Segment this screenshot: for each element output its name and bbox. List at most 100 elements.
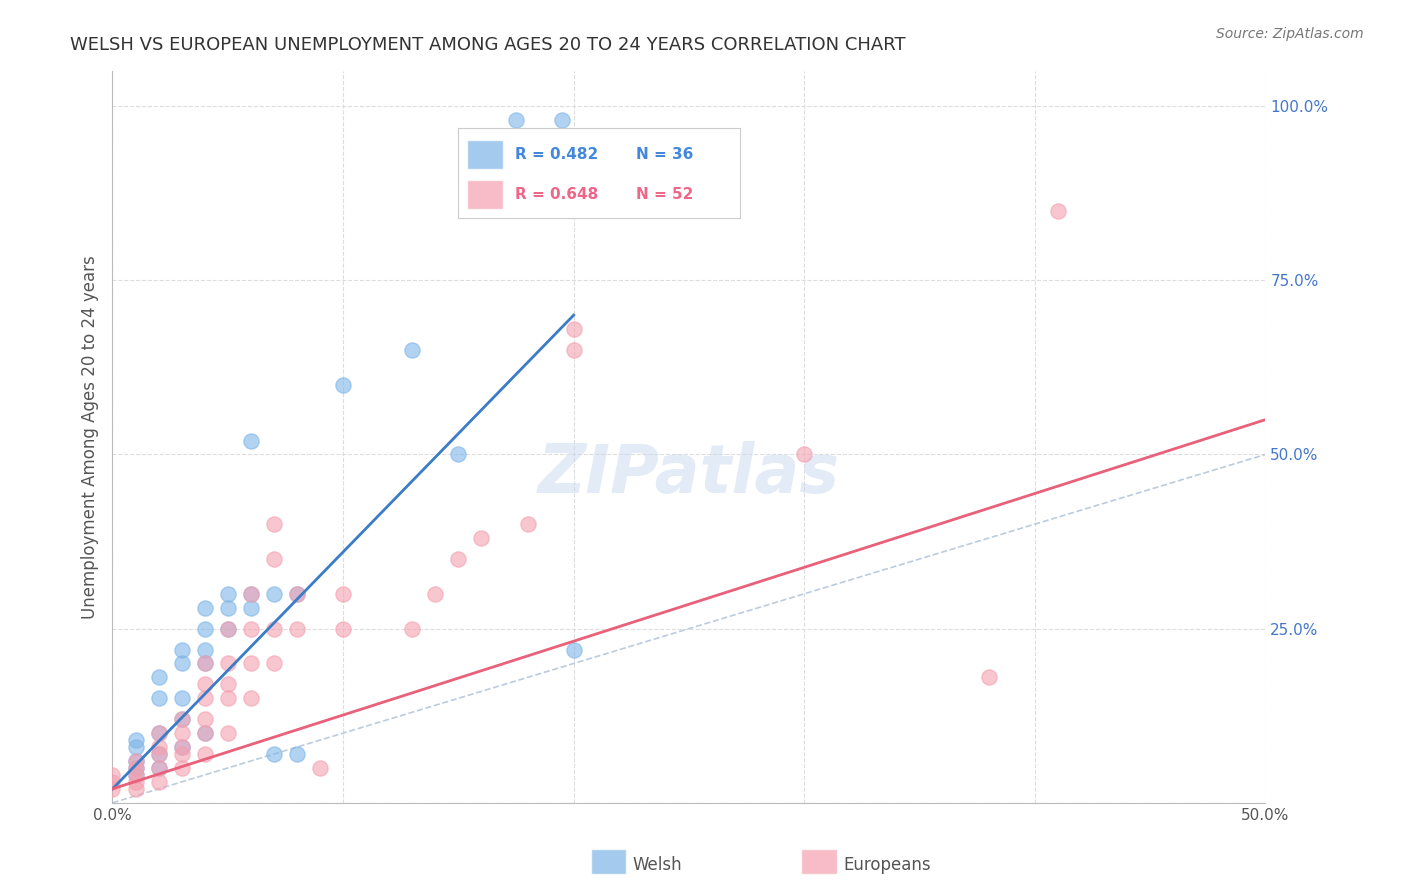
Point [194,712,217,726]
Point [148,761,170,775]
Point [425,587,447,601]
Point [194,726,217,740]
Point [217,726,239,740]
Point [285,747,308,761]
Point [170,642,193,657]
Point [170,691,193,706]
Point [239,622,262,636]
Text: Welsh: Welsh [633,856,682,874]
Point [148,775,170,789]
Point [562,322,585,336]
Point [170,740,193,755]
Point [977,670,1000,684]
Point [309,761,332,775]
Text: R = 0.482: R = 0.482 [515,147,598,161]
Point [170,712,193,726]
Point [148,747,170,761]
Text: R = 0.648: R = 0.648 [515,187,598,202]
Text: ZIPatlas: ZIPatlas [538,441,839,507]
Point [263,622,285,636]
Point [470,531,492,545]
Point [170,747,193,761]
Y-axis label: Unemployment Among Ages 20 to 24 years: Unemployment Among Ages 20 to 24 years [80,255,98,619]
Point [194,622,217,636]
Point [101,781,124,796]
Point [1046,203,1069,218]
Point [239,691,262,706]
Point [124,733,146,747]
Point [447,552,470,566]
Point [447,448,470,462]
Point [505,113,527,128]
Point [401,622,423,636]
Point [562,642,585,657]
Point [551,113,574,128]
Point [217,587,239,601]
Point [194,642,217,657]
Point [194,747,217,761]
Point [239,587,262,601]
FancyBboxPatch shape [467,140,503,169]
Text: Source: ZipAtlas.com: Source: ZipAtlas.com [1216,27,1364,41]
Point [263,747,285,761]
Point [239,587,262,601]
Point [263,552,285,566]
FancyBboxPatch shape [467,180,503,209]
Point [793,448,815,462]
Point [263,517,285,532]
Point [124,740,146,755]
Point [124,775,146,789]
Point [332,587,354,601]
Point [217,677,239,691]
Point [332,622,354,636]
Point [170,740,193,755]
Point [170,712,193,726]
Point [194,677,217,691]
Point [124,761,146,775]
Point [194,657,217,671]
Point [217,657,239,671]
Text: WELSH VS EUROPEAN UNEMPLOYMENT AMONG AGES 20 TO 24 YEARS CORRELATION CHART: WELSH VS EUROPEAN UNEMPLOYMENT AMONG AGE… [70,36,905,54]
Point [285,587,308,601]
Point [148,691,170,706]
Point [101,775,124,789]
Point [170,761,193,775]
Point [194,691,217,706]
Point [148,726,170,740]
Point [332,377,354,392]
Text: N = 52: N = 52 [636,187,693,202]
Point [217,622,239,636]
Point [170,657,193,671]
Point [124,781,146,796]
Point [194,600,217,615]
Point [194,726,217,740]
Point [239,600,262,615]
Point [101,768,124,782]
Point [148,740,170,755]
Point [148,747,170,761]
Point [217,600,239,615]
Point [285,622,308,636]
Point [239,434,262,448]
Point [148,670,170,684]
Text: N = 36: N = 36 [636,147,693,161]
Point [263,587,285,601]
Point [217,691,239,706]
Point [124,754,146,768]
Point [217,622,239,636]
Point [124,768,146,782]
Point [124,761,146,775]
Point [516,517,538,532]
Point [148,726,170,740]
Point [194,657,217,671]
Text: Europeans: Europeans [844,856,931,874]
Point [148,761,170,775]
Point [124,768,146,782]
Point [239,657,262,671]
Point [170,726,193,740]
Point [562,343,585,357]
Point [401,343,423,357]
Point [285,587,308,601]
Point [124,754,146,768]
Point [263,657,285,671]
